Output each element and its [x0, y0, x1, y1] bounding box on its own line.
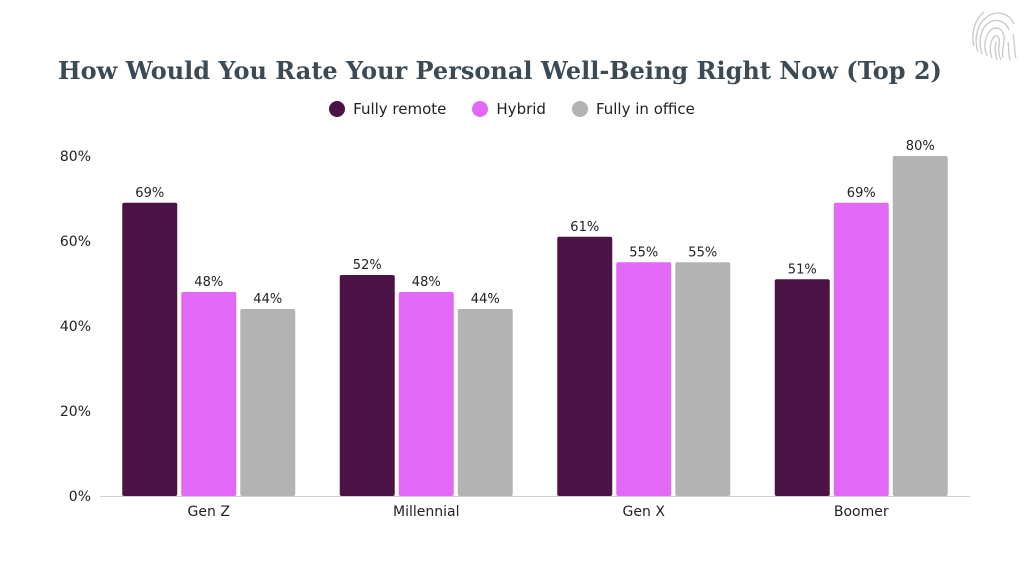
data-label: 55% — [629, 245, 658, 260]
x-tick-label: Boomer — [834, 504, 889, 520]
data-label: 55% — [688, 245, 717, 260]
data-label: 44% — [253, 292, 282, 307]
data-label: 69% — [847, 186, 876, 201]
bar — [833, 202, 889, 496]
legend: Fully remote Hybrid Fully in office — [0, 100, 1024, 118]
data-label: 52% — [353, 258, 382, 273]
data-label: 48% — [412, 275, 441, 290]
bar — [122, 202, 178, 496]
bar — [339, 275, 395, 496]
legend-label: Fully in office — [595, 100, 695, 118]
legend-item: Fully in office — [571, 100, 695, 118]
bar — [240, 309, 296, 496]
y-tick-label: 80% — [60, 149, 91, 165]
x-tick-label: Millennial — [393, 504, 459, 520]
legend-label: Hybrid — [496, 100, 546, 118]
y-tick-label: 20% — [60, 404, 91, 420]
bar — [557, 236, 613, 496]
legend-label: Fully remote — [353, 100, 447, 118]
y-tick-label: 60% — [60, 234, 91, 250]
bar — [616, 262, 672, 496]
bar — [675, 262, 731, 496]
y-tick-label: 40% — [60, 319, 91, 335]
bar — [774, 279, 830, 496]
data-label: 61% — [570, 220, 599, 235]
bar — [892, 156, 948, 496]
data-label: 51% — [788, 262, 817, 277]
bar — [181, 292, 237, 496]
data-label: 48% — [194, 275, 223, 290]
legend-item: Hybrid — [472, 100, 546, 118]
chart-title: How Would You Rate Your Personal Well-Be… — [58, 56, 942, 85]
legend-swatch — [472, 101, 489, 117]
x-tick-label: Gen Z — [188, 504, 230, 520]
data-label: 69% — [135, 186, 164, 201]
fingerprint-logo-icon — [972, 11, 1017, 61]
x-tick-label: Gen X — [623, 504, 666, 520]
data-label: 80% — [906, 139, 935, 154]
legend-swatch — [571, 101, 588, 117]
bar — [457, 309, 513, 496]
y-tick-label: 0% — [69, 489, 91, 505]
legend-swatch — [329, 101, 346, 117]
bar — [398, 292, 454, 496]
data-label: 44% — [471, 292, 500, 307]
legend-item: Fully remote — [329, 100, 446, 118]
